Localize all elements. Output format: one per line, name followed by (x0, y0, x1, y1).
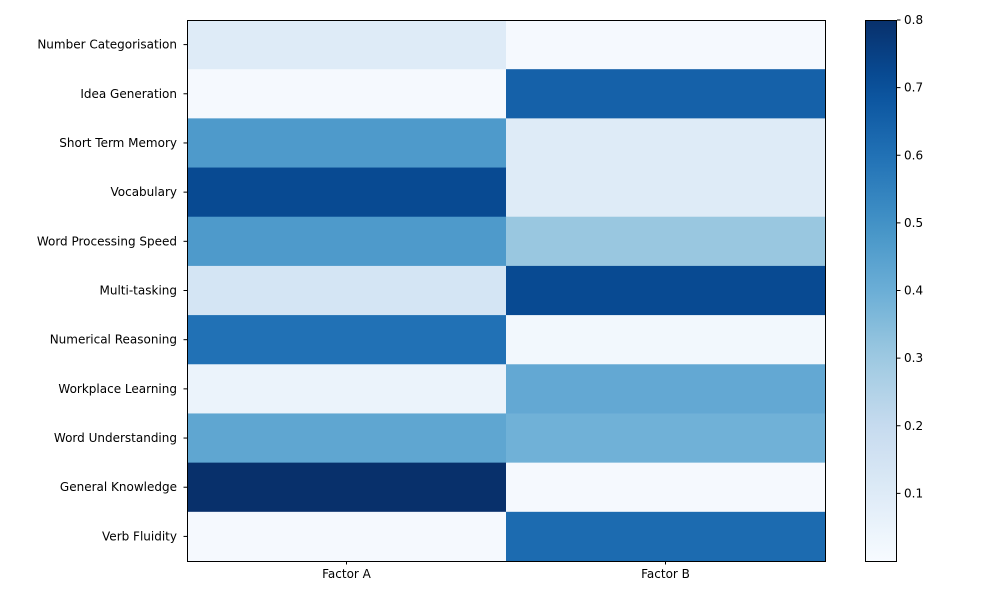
colorbar-ticks: 0.1 0.2 0.3 0.4 0.5 0.6 0.7 0.8 (897, 13, 923, 500)
heatmap-cell (506, 118, 826, 169)
heatmap-cell (187, 511, 507, 562)
y-tick-label: Idea Generation (80, 87, 177, 101)
heatmap-cell (187, 69, 507, 119)
colorbar-tick-label: 0.4 (904, 284, 923, 298)
heatmap-cell (187, 364, 507, 414)
heatmap-cell (506, 511, 826, 562)
heatmap-cell (506, 462, 826, 513)
heatmap-cell (506, 364, 826, 414)
heatmap-cell (187, 216, 507, 267)
heatmap-cell (187, 462, 507, 513)
heatmap-cell (187, 20, 507, 70)
heatmap-cell (187, 118, 507, 169)
y-tick-label: Workplace Learning (58, 382, 177, 396)
colorbar-tick-label: 0.2 (904, 419, 923, 433)
y-tick-label: Verb Fluidity (102, 529, 177, 543)
heatmap-cell (187, 265, 507, 316)
colorbar-tick-label: 0.7 (904, 81, 923, 95)
colorbar-tick-label: 0.1 (904, 486, 923, 500)
heatmap-cells (187, 20, 826, 562)
heatmap-cell (506, 69, 826, 119)
heatmap-cell (506, 315, 826, 365)
heatmap-cell (187, 167, 507, 218)
colorbar-tick-label: 0.6 (904, 148, 923, 162)
y-tick-label: General Knowledge (60, 480, 177, 494)
colorbar: 0.1 0.2 0.3 0.4 0.5 0.6 0.7 0.8 (865, 13, 923, 562)
colorbar-gradient (865, 20, 897, 561)
y-tick-label: Short Term Memory (59, 136, 177, 150)
colorbar-tick-label: 0.3 (904, 351, 923, 365)
plot-frame (187, 20, 826, 562)
y-tick-label: Number Categorisation (37, 38, 177, 52)
y-tick-label: Multi-tasking (100, 284, 177, 298)
y-tick-label: Vocabulary (110, 185, 177, 199)
colorbar-tick-label: 0.5 (904, 216, 923, 230)
x-tick-label: Factor B (641, 567, 690, 581)
y-tick-label: Word Processing Speed (37, 234, 177, 248)
y-tick-label: Numerical Reasoning (50, 333, 177, 347)
colorbar-tick-label: 0.8 (904, 13, 923, 27)
colorbar-frame (865, 20, 897, 562)
x-tick-label: Factor A (322, 567, 372, 581)
heatmap-cell (506, 167, 826, 218)
heatmap-cell (506, 20, 826, 70)
y-tick-label: Word Understanding (54, 431, 177, 445)
heatmap-cell (506, 413, 826, 464)
heatmap-cell (506, 265, 826, 316)
heatmap-cell (506, 216, 826, 267)
x-axis: Factor A Factor B (322, 561, 690, 581)
y-axis: Number Categorisation Idea Generation Shor… (37, 38, 187, 543)
heatmap-cell (187, 315, 507, 365)
heatmap-cell (187, 413, 507, 464)
